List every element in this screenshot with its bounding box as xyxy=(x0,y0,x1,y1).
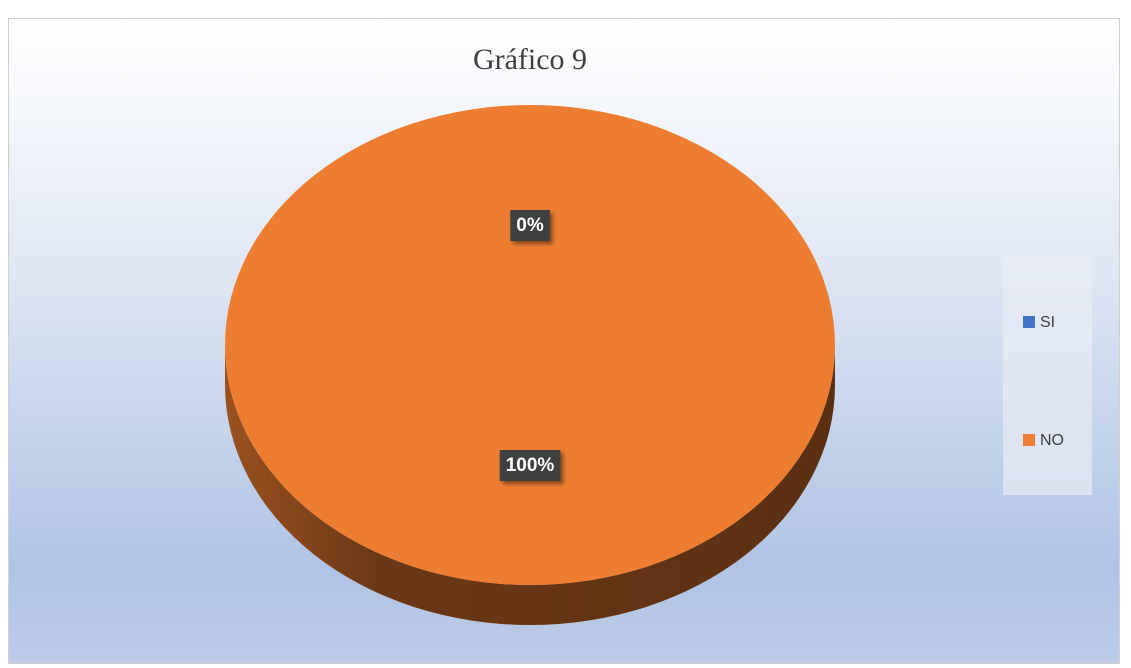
legend-swatch xyxy=(1023,434,1035,446)
data-label-box xyxy=(510,210,550,242)
data-label: 0% xyxy=(516,215,544,236)
pie-slice xyxy=(225,105,835,585)
data-label-box xyxy=(499,450,561,482)
legend-label: SI xyxy=(1040,314,1055,331)
legend-swatch xyxy=(1023,316,1035,328)
legend xyxy=(1003,255,1092,495)
data-label: 100% xyxy=(506,455,555,476)
chart-title: Gráfico 9 xyxy=(473,43,587,76)
legend-label: NO xyxy=(1040,432,1064,449)
pie-side-shade xyxy=(225,345,835,625)
